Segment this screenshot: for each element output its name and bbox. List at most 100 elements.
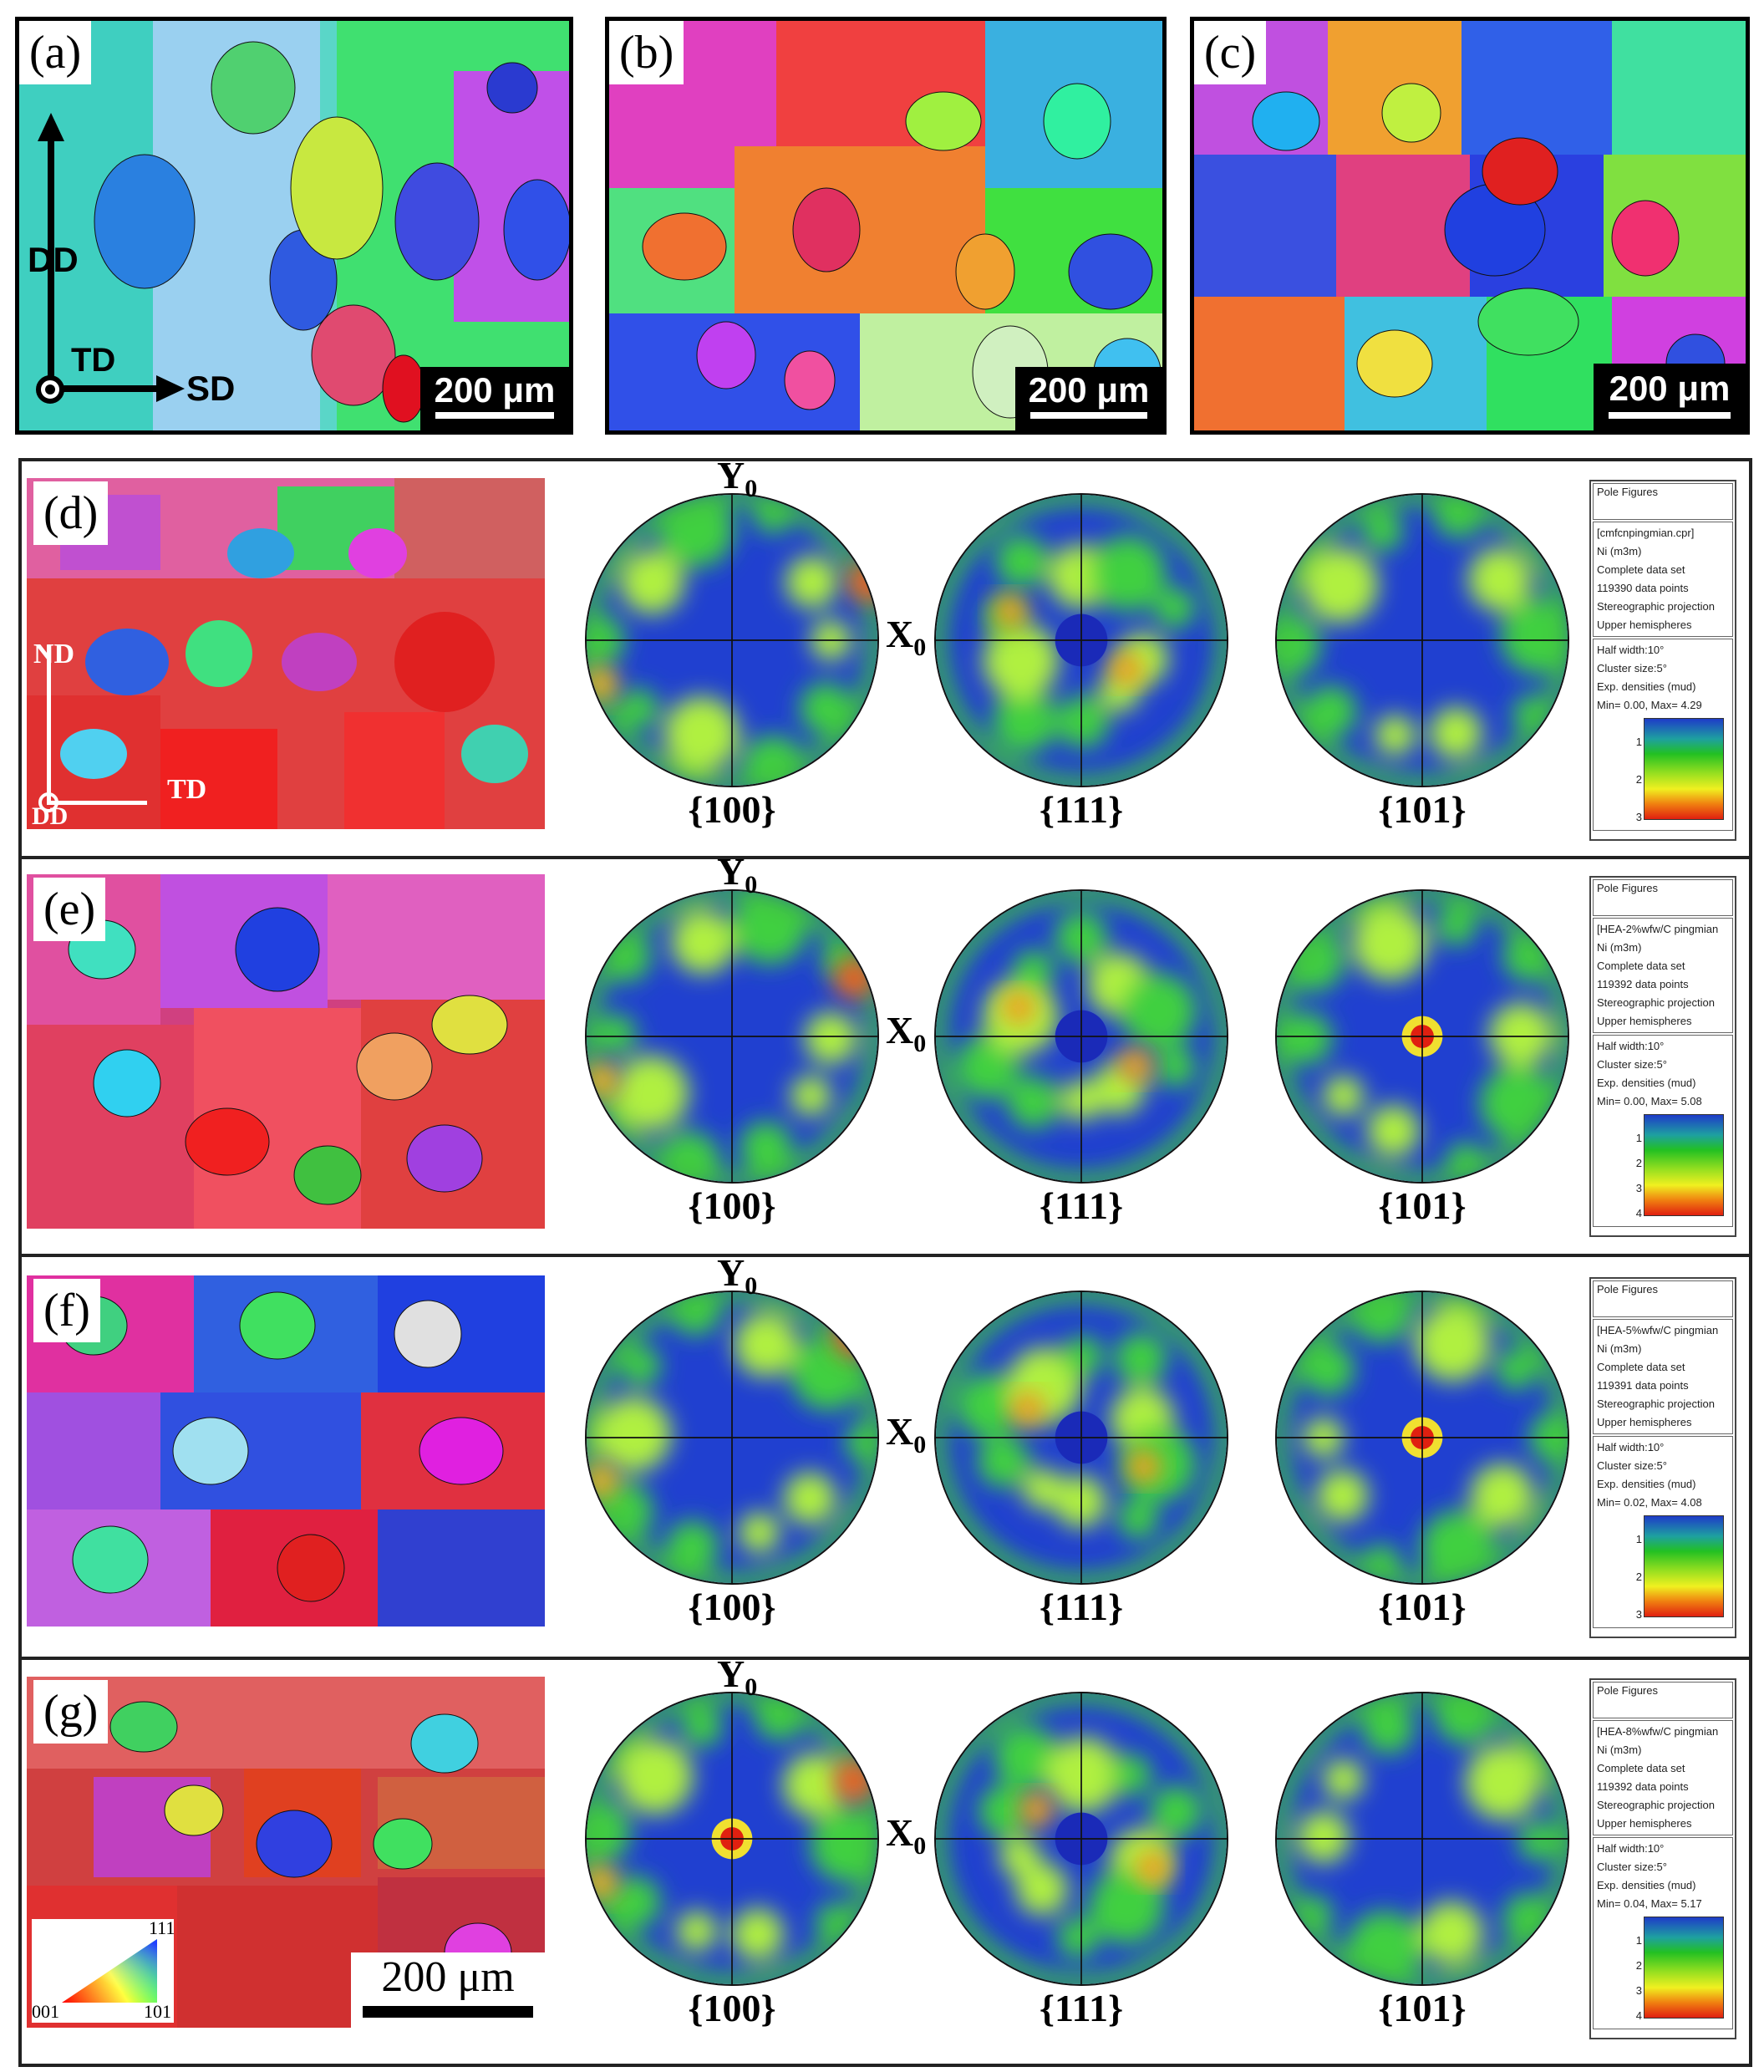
y-axis-sub: 0 xyxy=(745,1673,758,1702)
panel-label-e: (e) xyxy=(33,878,106,941)
legend-info-line: 119390 data points xyxy=(1597,582,1689,594)
x0-axis-label: X0 xyxy=(886,1810,926,1861)
legend-param-line: Cluster size:5° xyxy=(1597,1459,1667,1472)
grain-map-b xyxy=(609,21,1162,430)
legend-info-line: Stereographic projection xyxy=(1597,600,1715,613)
ebsd-map-c: (c) 200 μm xyxy=(1190,17,1750,435)
y-axis-sub: 0 xyxy=(745,475,758,503)
legend-info-line: Ni (m3m) xyxy=(1597,1342,1642,1355)
legend-param-line: Half width:10° xyxy=(1597,644,1665,656)
scale-bar-g-line xyxy=(363,2006,533,2018)
legend-param-line: Half width:10° xyxy=(1597,1441,1665,1453)
legend-tick: 2 xyxy=(1635,1571,1642,1583)
y-axis-sub: 0 xyxy=(745,871,758,899)
pole-figure-density xyxy=(936,891,1227,1182)
legend-title: Pole Figures xyxy=(1593,879,1733,916)
ipf-map-d: ND DD TD xyxy=(27,478,545,829)
pole-figure-density xyxy=(1277,495,1568,786)
x-axis-letter: X xyxy=(886,1410,914,1453)
pole-figure-label: {111} xyxy=(1039,1184,1124,1227)
legend-info-line: [HEA-8%wfw/C pingmian xyxy=(1597,1725,1719,1738)
x0-axis-label: X0 xyxy=(886,1008,926,1058)
legend-title: Pole Figures xyxy=(1593,483,1733,520)
ebsd-map-a: (a) DD TD SD 200 μm xyxy=(15,17,573,435)
pole-figure-legend: Pole Figures [HEA-8%wfw/C pingmian Ni (m3m… xyxy=(1589,1678,1736,2039)
pole-figure-density xyxy=(1277,1693,1568,1984)
dd-label: DD xyxy=(28,240,79,279)
legend-param-line: Cluster size:5° xyxy=(1597,1058,1667,1071)
legend-info-line: [HEA-5%wfw/C pingmian xyxy=(1597,1324,1719,1336)
y-axis-letter: Y xyxy=(717,850,745,893)
legend-info: [cmfcnpingmian.cpr] Ni (m3m) Complete data… xyxy=(1593,522,1733,637)
x-axis-sub: 0 xyxy=(913,1030,927,1058)
pole-figure-legend: Pole Figures [HEA-2%wfw/C pingmian Ni (m3m… xyxy=(1589,876,1736,1237)
pole-figure-0-2 xyxy=(1275,493,1569,787)
legend-param-line: Half width:10° xyxy=(1597,1842,1665,1855)
legend-tick: 1 xyxy=(1635,736,1642,748)
legend-tick: 4 xyxy=(1635,1207,1642,1219)
pole-figure-1-1 xyxy=(934,889,1228,1184)
legend-colorscale: 1 2 3 xyxy=(1599,1515,1727,1622)
pole-figure-label: {100} xyxy=(688,1987,776,2029)
legend-param-line: Min= 0.02, Max= 4.08 xyxy=(1597,1496,1702,1509)
td-circle-icon xyxy=(36,375,64,404)
legend-info: [HEA-5%wfw/C pingmian Ni (m3m) Complete da… xyxy=(1593,1319,1733,1434)
pole-figure-label: {101} xyxy=(1378,788,1467,831)
pole-figure-0-0 xyxy=(585,493,879,787)
ipf-map-e-image xyxy=(27,874,545,1229)
legend-tick: 2 xyxy=(1635,1959,1642,1972)
sd-label: SD xyxy=(186,369,236,408)
legend-tick: 3 xyxy=(1635,811,1642,823)
pole-figure-3-0 xyxy=(585,1692,879,1986)
legend-colorbar xyxy=(1644,1917,1724,2019)
legend-info: [HEA-8%wfw/C pingmian Ni (m3m) Complete da… xyxy=(1593,1720,1733,1835)
scale-bar-c: 200 μm xyxy=(1594,364,1746,430)
legend-param-line: Exp. densities (mud) xyxy=(1597,680,1696,693)
legend-param-line: Half width:10° xyxy=(1597,1040,1665,1052)
ipf-map-f-image xyxy=(27,1275,545,1627)
ipf-key-001: 001 xyxy=(32,2001,59,2022)
legend-param-line: Min= 0.04, Max= 5.17 xyxy=(1597,1897,1702,1910)
legend-info: [HEA-2%wfw/C pingmian Ni (m3m) Complete da… xyxy=(1593,918,1733,1033)
scale-bar-b: 200 μm xyxy=(1015,367,1162,430)
grain-map-a xyxy=(19,21,569,430)
row-divider-2 xyxy=(18,1254,1752,1257)
legend-info-line: [HEA-2%wfw/C pingmian xyxy=(1597,923,1719,935)
legend-colorbar xyxy=(1644,718,1724,820)
legend-tick: 1 xyxy=(1635,1132,1642,1144)
pole-figure-label: {101} xyxy=(1378,1987,1467,2029)
y-axis-letter: Y xyxy=(717,1652,745,1695)
pole-figure-legend: Pole Figures [cmfcnpingmian.cpr] Ni (m3m) C… xyxy=(1589,480,1736,841)
panel-label-f: (f) xyxy=(33,1279,100,1342)
x-axis-letter: X xyxy=(886,613,914,655)
legend-info-line: Stereographic projection xyxy=(1597,1799,1715,1811)
ipf-map-e xyxy=(27,874,545,1229)
y0-axis-label: Y0 xyxy=(717,1652,757,1702)
ipf-key-111: 111 xyxy=(149,1917,175,1938)
td-label-d: TD xyxy=(167,774,207,805)
legend-params: Half width:10° Cluster size:5° Exp. densit… xyxy=(1593,1035,1733,1227)
legend-info-line: Upper hemispheres xyxy=(1597,619,1692,631)
y-axis-sub: 0 xyxy=(745,1272,758,1301)
legend-param-line: Cluster size:5° xyxy=(1597,1861,1667,1873)
legend-tick: 3 xyxy=(1635,1984,1642,1997)
legend-info-line: Complete data set xyxy=(1597,563,1685,576)
legend-info-line: Complete data set xyxy=(1597,1762,1685,1774)
sd-arrow xyxy=(51,385,160,392)
legend-param-line: Min= 0.00, Max= 4.29 xyxy=(1597,699,1702,711)
pole-figure-density xyxy=(587,891,877,1182)
pole-figure-density xyxy=(936,495,1227,786)
nd-label: ND xyxy=(33,639,75,669)
pole-figure-density xyxy=(587,495,877,786)
legend-tick: 3 xyxy=(1635,1182,1642,1194)
x0-axis-label: X0 xyxy=(886,1409,926,1459)
panel-label-g: (g) xyxy=(33,1680,109,1744)
scale-bar-a-label: 200 μm xyxy=(434,370,556,410)
pole-figure-density xyxy=(587,1693,877,1984)
legend-info-line: Complete data set xyxy=(1597,1361,1685,1373)
y-axis-letter: Y xyxy=(717,1251,745,1294)
pole-figure-1-2 xyxy=(1275,889,1569,1184)
legend-info-line: Ni (m3m) xyxy=(1597,941,1642,954)
scale-bar-b-label: 200 μm xyxy=(1028,370,1150,410)
legend-param-line: Exp. densities (mud) xyxy=(1597,1077,1696,1089)
